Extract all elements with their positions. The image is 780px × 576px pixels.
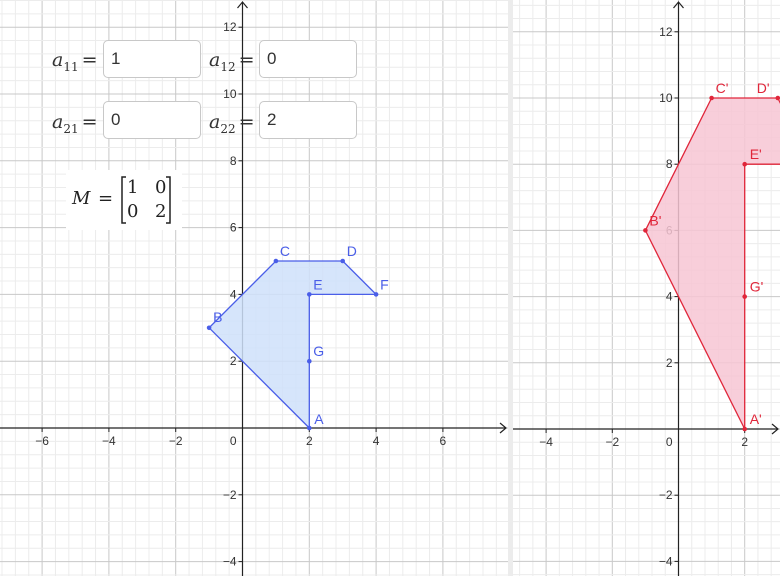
vertex-point — [643, 228, 648, 233]
x-tick-label: 2 — [741, 435, 748, 449]
a22-input[interactable]: 2 — [259, 101, 357, 139]
y-tick-label: 12 — [223, 20, 237, 34]
a21-label: a21 = — [52, 111, 98, 136]
y-tick-label: 8 — [666, 157, 673, 171]
y-axis-arrow — [673, 1, 684, 9]
vertex-label: F — [380, 276, 389, 292]
x-tick-label: −2 — [605, 435, 619, 449]
vertex-label: E' — [750, 146, 762, 162]
y-tick-label: 10 — [223, 87, 237, 101]
polygon-shape — [208, 260, 378, 430]
vertex-label: A' — [750, 411, 762, 427]
a12-input[interactable]: 0 — [259, 40, 357, 78]
vertex-point — [742, 426, 747, 432]
vertex-point — [307, 358, 312, 364]
y-tick-label: 4 — [230, 287, 237, 301]
vertex-point — [742, 161, 747, 167]
matrix-m21: 0 — [127, 201, 139, 222]
a11-input[interactable]: 1 — [103, 40, 201, 78]
y-tick-label: 2 — [230, 354, 237, 368]
origin-label: 0 — [666, 435, 673, 449]
vertex-point — [307, 292, 312, 297]
matrix-display: M = 1 0 0 2 — [66, 170, 182, 230]
vertex-point — [373, 292, 379, 297]
y-tick-label: 6 — [230, 221, 237, 235]
vertex-point — [273, 258, 279, 264]
vertex-label: A — [314, 411, 324, 427]
a12-label: a12 = — [209, 49, 255, 74]
vertex-point — [206, 325, 212, 331]
y-tick-label: 4 — [666, 290, 673, 304]
vertex-label: D' — [757, 80, 770, 96]
origin-label: 0 — [230, 434, 237, 448]
matrix-m12: 0 — [155, 177, 167, 198]
a11-label: a11 = — [52, 49, 98, 74]
x-axis-arrow — [771, 423, 779, 435]
x-tick-label: −2 — [169, 434, 183, 448]
matrix-equals: = — [98, 188, 114, 209]
vertex-label: G — [313, 343, 324, 359]
vertex-label: E — [313, 276, 322, 292]
y-tick-label: −4 — [659, 554, 673, 568]
matrix-m11: 1 — [127, 177, 139, 198]
vertex-label: G' — [750, 279, 764, 295]
polygon-shape — [644, 97, 780, 430]
x-tick-label: −4 — [102, 434, 116, 448]
x-tick-label: −4 — [539, 435, 553, 449]
vertex-label: B — [213, 309, 222, 325]
vertex-label: C' — [716, 80, 729, 96]
matrix-symbol: M — [72, 188, 91, 209]
x-tick-label: 2 — [306, 434, 313, 448]
y-tick-label: −2 — [659, 488, 673, 502]
y-tick-label: 2 — [666, 356, 673, 370]
y-tick-label: 10 — [659, 91, 673, 105]
y-tick-label: −4 — [223, 555, 237, 569]
vertex-point — [709, 95, 714, 101]
y-tick-label: 12 — [659, 25, 673, 39]
a22-label: a22 = — [209, 111, 255, 136]
vertex-point — [307, 425, 312, 431]
y-tick-label: 8 — [230, 154, 237, 168]
y-axis-arrow — [237, 1, 248, 9]
vertex-point — [742, 294, 747, 299]
x-axis-arrow — [499, 422, 507, 434]
x-tick-label: −6 — [35, 434, 49, 448]
vertex-point — [340, 258, 346, 264]
vertex-point — [775, 95, 780, 101]
a21-input[interactable]: 0 — [103, 101, 201, 139]
panel-divider[interactable] — [508, 0, 513, 576]
x-tick-label: 6 — [440, 434, 447, 448]
original-graph-panel[interactable]: −6 −4 −2 2 4 6 −4 −2 2 4 6 8 10 12 0 A G E F D C B a11 = 1 a12… — [0, 0, 509, 576]
vertex-label: B' — [649, 212, 661, 228]
vertex-label: D — [347, 243, 357, 259]
x-tick-label: 4 — [373, 434, 380, 448]
y-tick-label: −2 — [223, 488, 237, 502]
matrix-m22: 2 — [155, 201, 167, 222]
vertex-label: C — [280, 243, 290, 259]
matrix-brackets — [121, 176, 171, 224]
